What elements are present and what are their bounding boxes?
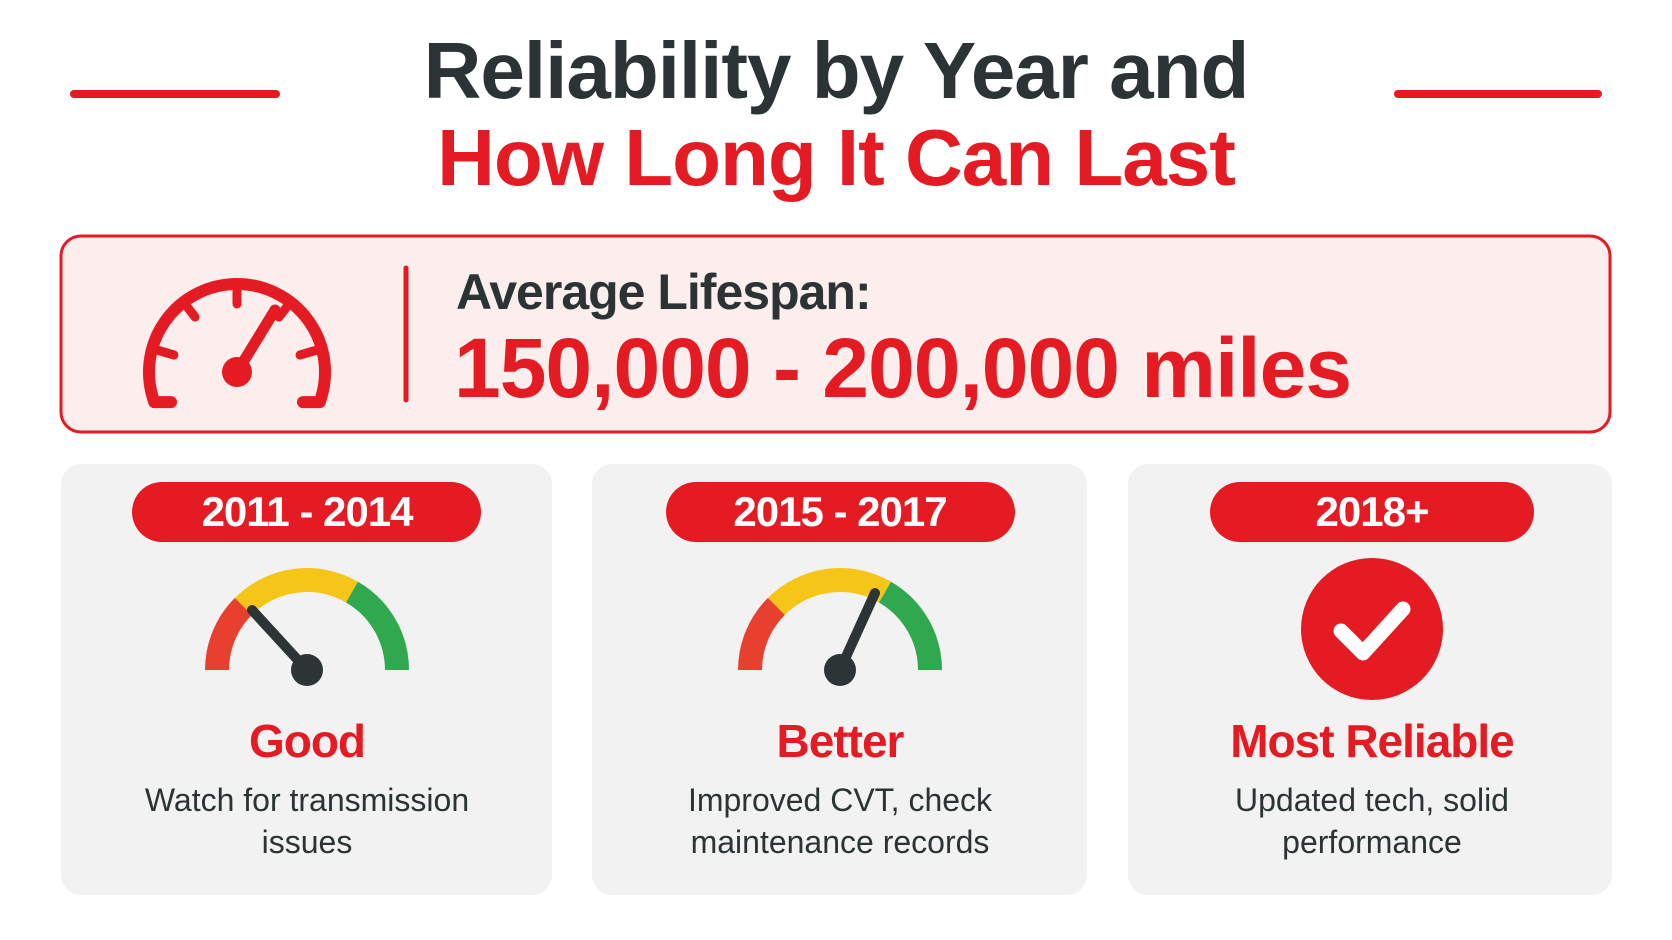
title: Reliability by Year and (424, 26, 1249, 115)
rating: Good (249, 715, 365, 767)
rating: Most Reliable (1230, 715, 1514, 767)
year-range: 2015 - 2017 (733, 488, 946, 535)
year-range: 2011 - 2014 (202, 488, 415, 535)
lifespan-box (59, 234, 1612, 434)
lifespan-label: Average Lifespan: (456, 264, 871, 320)
year-pill (1210, 482, 1534, 542)
description: performance (1282, 824, 1462, 860)
description: Improved CVT, check (688, 782, 993, 818)
speedometer-icon (143, 278, 331, 409)
year-pill (132, 482, 481, 542)
description: Updated tech, solid (1235, 782, 1509, 818)
description: Watch for transmission (145, 782, 469, 818)
gauge (738, 568, 942, 686)
description: maintenance records (691, 824, 990, 860)
description: issues (262, 824, 353, 860)
rating: Better (777, 715, 905, 767)
year-pill (666, 482, 1015, 542)
title: How Long It Can Last (437, 113, 1235, 202)
lifespan-value: 150,000 - 200,000 miles (454, 321, 1351, 415)
year-range: 2018+ (1316, 488, 1429, 535)
gauge (205, 568, 409, 686)
check-icon (1301, 558, 1443, 700)
